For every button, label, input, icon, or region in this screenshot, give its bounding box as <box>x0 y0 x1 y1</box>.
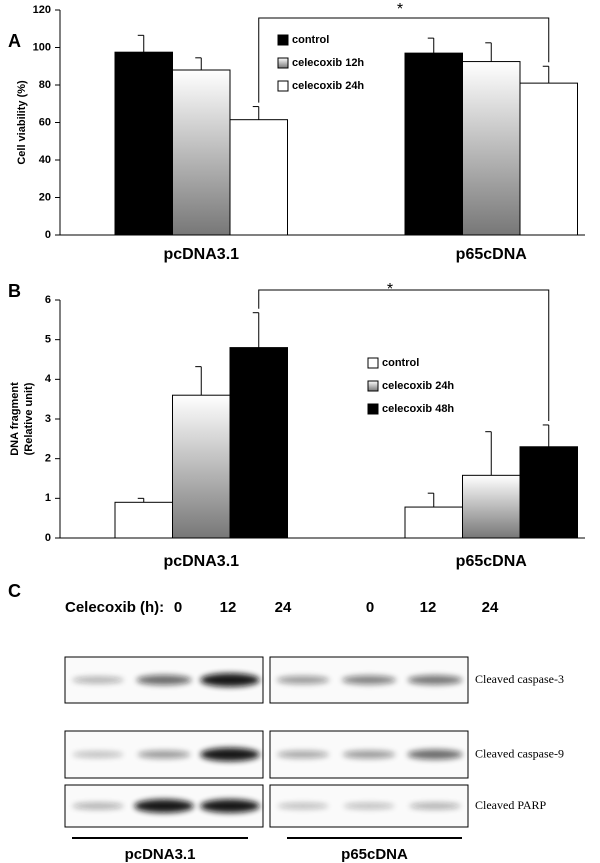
significance-label: * <box>397 1 403 18</box>
blot-band <box>342 750 396 759</box>
band-label: Cleaved caspase-9 <box>475 746 564 760</box>
timepoint-label: 0 <box>366 599 374 616</box>
bar <box>229 119 288 236</box>
blot-band <box>409 802 461 810</box>
y-tick-label: 3 <box>45 413 51 425</box>
y-tick-label: 1 <box>45 492 51 504</box>
panel-label: A <box>8 31 21 51</box>
legend-label: celecoxib 24h <box>292 80 364 92</box>
legend-label: celecoxib 12h <box>292 57 364 69</box>
y-tick-label: 60 <box>39 116 51 128</box>
blot-band <box>72 802 124 810</box>
blot-band <box>276 750 330 759</box>
blot-band <box>200 747 260 762</box>
panel-label: C <box>8 581 21 601</box>
panel-label: B <box>8 281 21 301</box>
timepoint-label: 12 <box>420 599 437 616</box>
y-tick-label: 0 <box>45 229 51 241</box>
y-tick-label: 5 <box>45 334 51 346</box>
legend-swatch <box>367 357 379 369</box>
bar <box>172 69 231 236</box>
legend-label: celecoxib 24h <box>382 380 454 392</box>
timepoint-label: 24 <box>275 599 292 616</box>
group-label: p65cDNA <box>341 846 408 863</box>
y-axis-label: (Relative unit) <box>23 382 35 455</box>
bar <box>404 52 463 236</box>
blot-header: Celecoxib (h): <box>65 599 164 616</box>
x-tick-label: pcDNA3.1 <box>163 246 239 263</box>
blot-band <box>136 675 192 685</box>
legend-swatch <box>277 34 289 46</box>
y-tick-label: 20 <box>39 191 51 203</box>
blot-panel: C Celecoxib (h): 0 12 24 0 12 24 Cleaved caspa… <box>8 581 564 863</box>
bar <box>114 501 173 539</box>
blot-band <box>276 676 330 684</box>
blot-band <box>342 675 396 685</box>
legend-label: control <box>292 34 329 46</box>
legend-swatch <box>367 380 379 392</box>
blot-band <box>407 675 463 685</box>
bar <box>229 347 288 539</box>
x-tick-label: pcDNA3.1 <box>163 553 239 570</box>
blot-band <box>134 799 194 813</box>
legend-label: celecoxib 48h <box>382 403 454 415</box>
y-tick-label: 2 <box>45 453 51 465</box>
blot-band <box>277 802 329 810</box>
band-label: Cleaved caspase-3 <box>475 672 564 686</box>
blot-band <box>72 751 124 758</box>
y-tick-label: 4 <box>45 373 52 385</box>
significance-bracket <box>258 289 550 421</box>
timepoint-label: 24 <box>482 599 499 616</box>
y-axis-label: DNA fragment <box>9 382 21 456</box>
blot-band <box>137 750 191 759</box>
y-tick-label: 80 <box>39 79 51 91</box>
bar <box>519 82 578 236</box>
bar <box>462 61 521 236</box>
y-tick-label: 6 <box>45 294 51 306</box>
bar <box>519 446 578 539</box>
timepoint-label: 0 <box>174 599 182 616</box>
significance-bracket <box>258 17 550 103</box>
y-tick-label: 40 <box>39 154 51 166</box>
x-tick-label: p65cDNA <box>456 553 528 570</box>
bar <box>172 394 231 539</box>
y-tick-label: 100 <box>33 41 51 53</box>
timepoint-label: 12 <box>220 599 237 616</box>
band-label: Cleaved PARP <box>475 798 547 812</box>
x-tick-label: p65cDNA <box>456 246 528 263</box>
blot-band <box>200 799 260 813</box>
legend-label: control <box>382 357 419 369</box>
legend-swatch <box>277 57 289 69</box>
blot-band <box>343 802 395 810</box>
blot-band <box>200 673 260 687</box>
bar <box>114 51 173 236</box>
y-axis-label: Cell viability (%) <box>16 80 28 165</box>
bar <box>462 474 521 539</box>
bar <box>404 506 463 539</box>
legend-swatch <box>277 80 289 92</box>
legend-swatch <box>367 403 379 415</box>
y-tick-label: 0 <box>45 532 51 544</box>
group-label: pcDNA3.1 <box>125 846 196 863</box>
y-tick-label: 120 <box>33 4 51 16</box>
significance-label: * <box>387 281 393 298</box>
blot-band <box>72 676 124 684</box>
blot-band <box>407 749 463 760</box>
